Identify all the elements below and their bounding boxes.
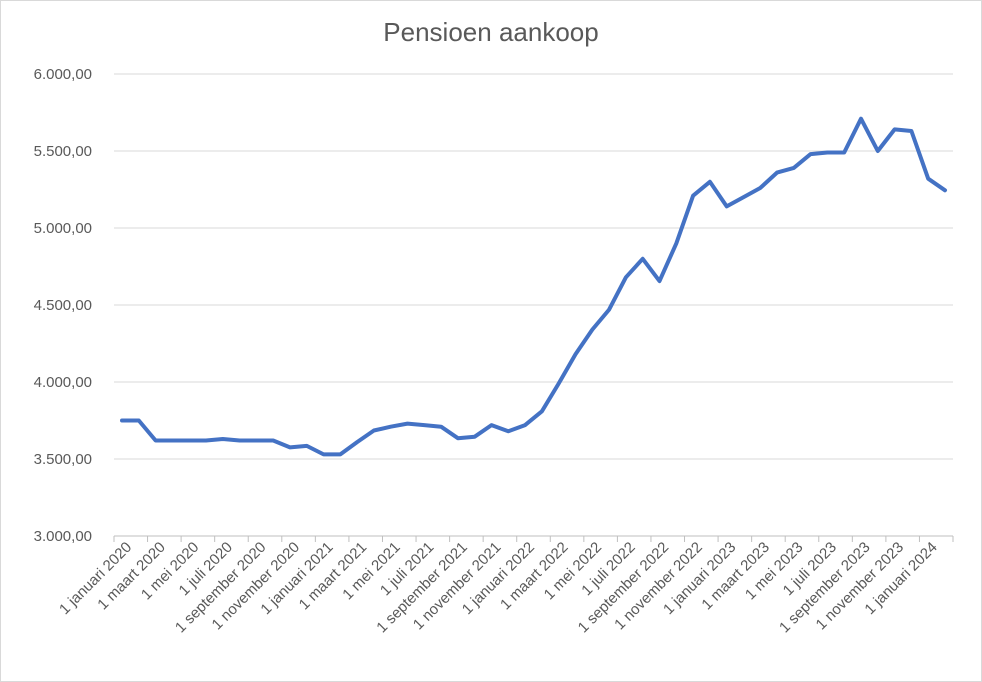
y-tick-label: 3.500,00 bbox=[34, 451, 92, 468]
y-tick-label: 5.500,00 bbox=[34, 143, 92, 160]
y-tick-label: 6.000,00 bbox=[34, 66, 92, 83]
x-axis bbox=[113, 535, 954, 542]
gridlines bbox=[114, 73, 953, 460]
series bbox=[120, 116, 947, 457]
y-tick-label: 4.500,00 bbox=[34, 297, 92, 314]
y-tick-label: 4.000,00 bbox=[34, 374, 92, 391]
y-tick-label: 5.000,00 bbox=[34, 220, 92, 237]
y-tick-label: 3.000,00 bbox=[34, 528, 92, 545]
chart-title: Pensioen aankoop bbox=[383, 17, 599, 47]
series-line bbox=[120, 116, 947, 457]
y-axis-labels: 3.000,00 3.500,00 4.000,00 4.500,00 5.000,00… bbox=[34, 66, 92, 545]
